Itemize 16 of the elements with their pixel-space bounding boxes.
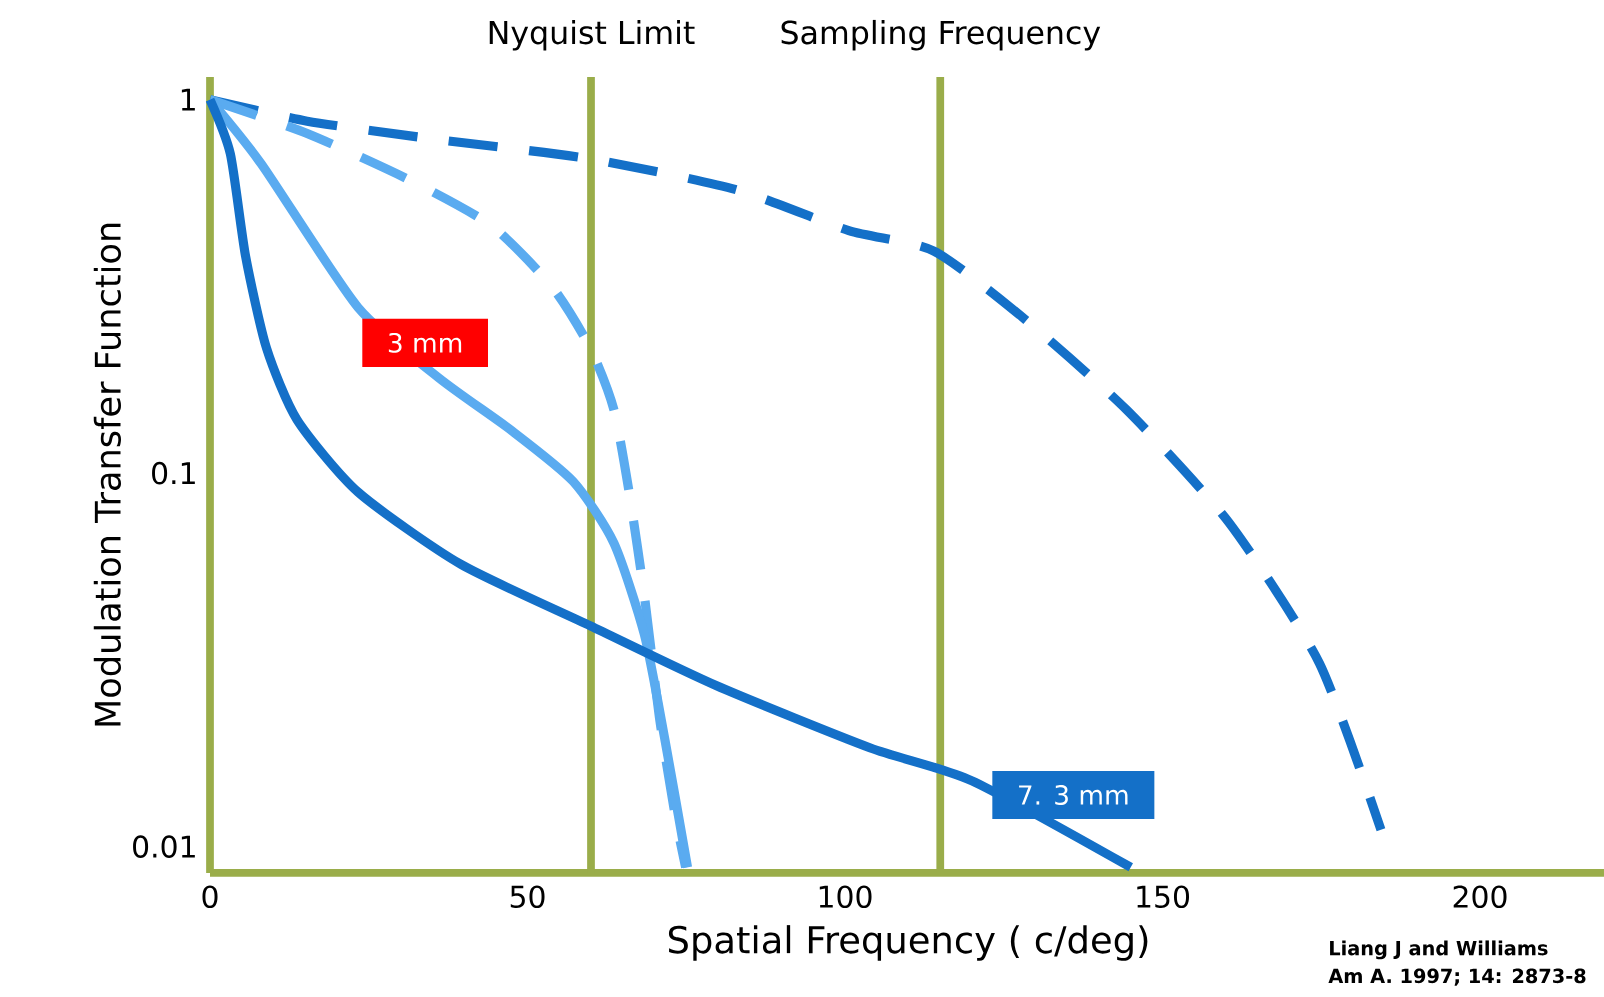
x-tick-label: 50 [510,885,545,909]
x-axis-title: Spatial Frequency ( c/deg) [668,925,1148,961]
y-axis-title: Modulation Transfer Function [93,223,121,726]
y-tick-label: 1 [181,88,195,111]
annotation: 3 mm [388,332,462,353]
annotation: 7. 3 mm [1019,785,1128,805]
text: Am A. 1997; 14: 2873-8 [1328,968,1586,986]
text: Liang J and Williams [1330,940,1548,960]
ref-line-label: Sampling Frequency [781,19,1101,51]
y-tick-label: 0.01 [133,835,195,858]
ref-line-label: Nyquist Limit [489,19,695,51]
x-tick-label: 200 [1453,885,1507,909]
x-tick-label: 0 [202,885,218,909]
x-tick-label: 150 [1137,885,1190,909]
y-tick-label: 0.1 [152,461,195,485]
x-tick-label: 100 [819,885,872,909]
